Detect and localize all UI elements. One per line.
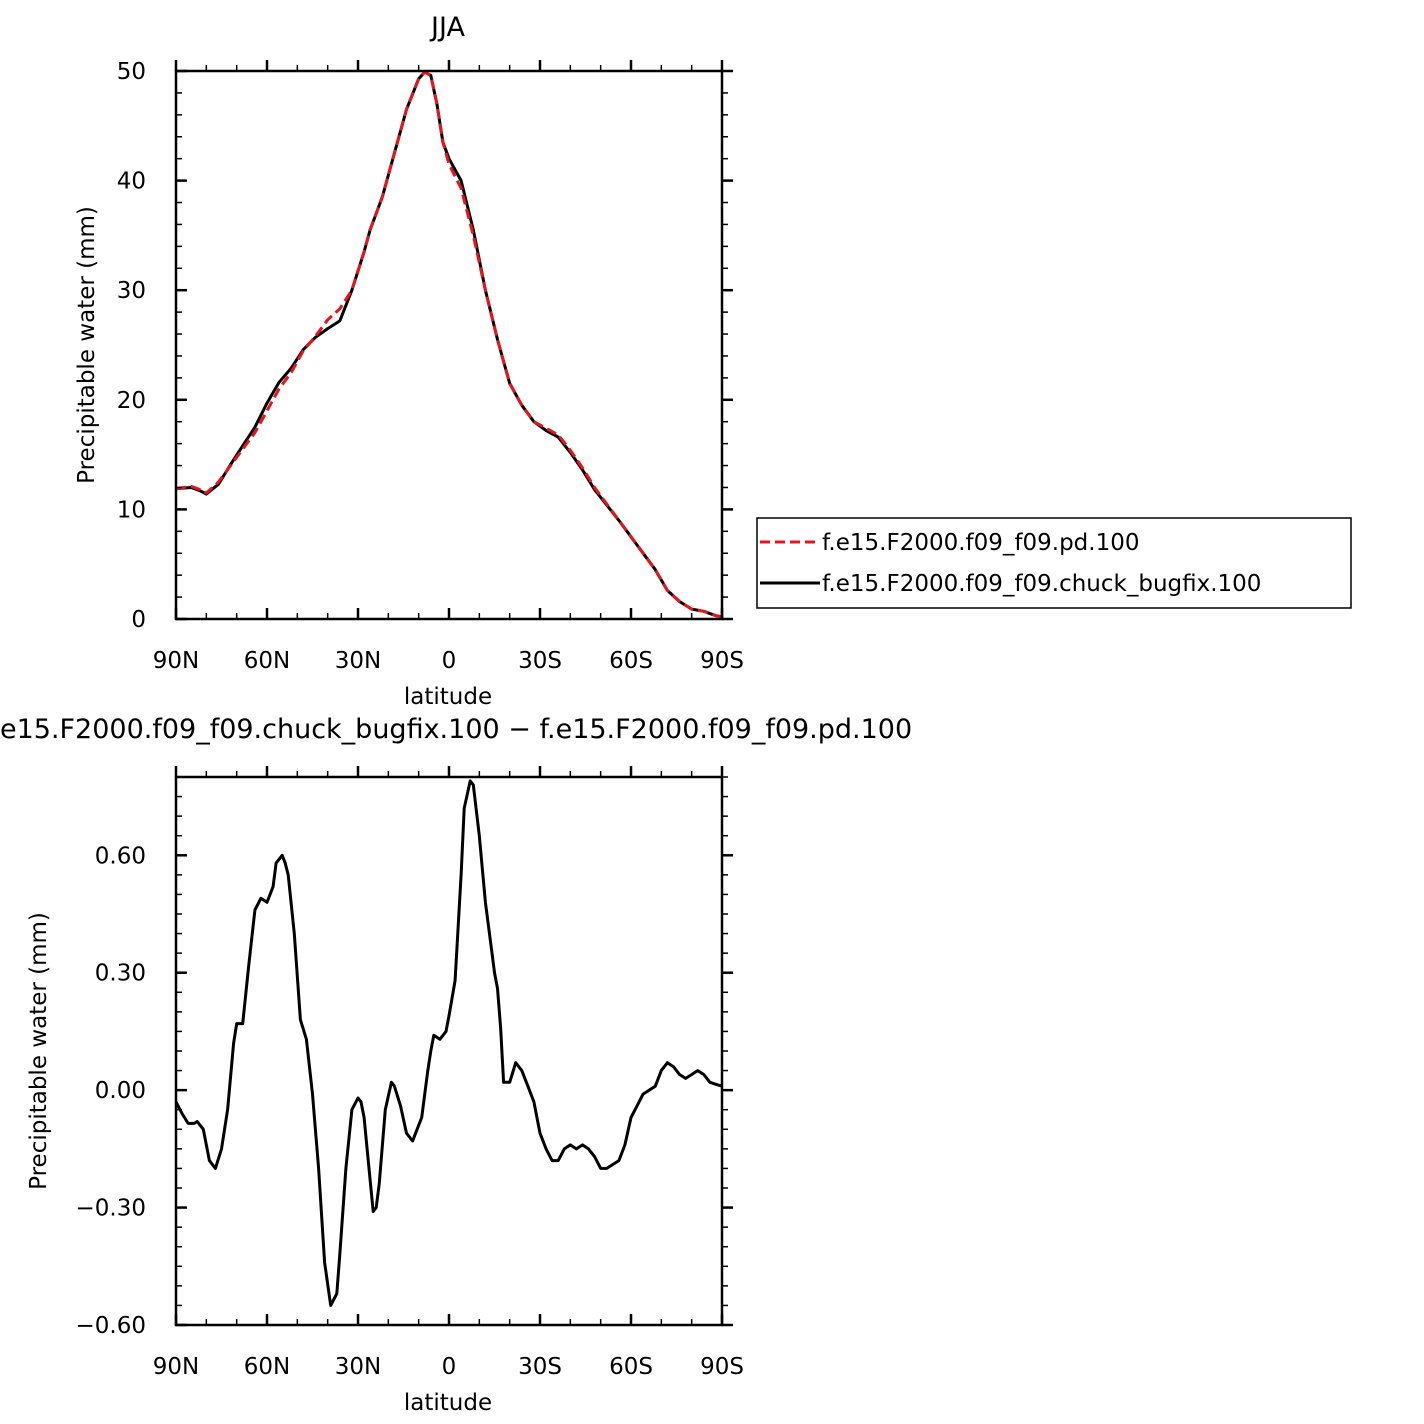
top-y-tick-label: 40 bbox=[117, 169, 146, 195]
bottom-x-tick-label: 90S bbox=[700, 1354, 744, 1380]
bottom-series-line-0 bbox=[174, 779, 723, 1307]
top-y-tick-label: 30 bbox=[117, 278, 146, 304]
legend-label-bugfix: f.e15.F2000.f09_f09.chuck_bugfix.100 bbox=[822, 571, 1261, 597]
top-series-line-0 bbox=[175, 70, 723, 619]
bottom-x-tick-label: 60S bbox=[609, 1354, 653, 1380]
bottom-plot-data bbox=[174, 779, 723, 1307]
top-x-axis-label: latitude bbox=[404, 684, 492, 710]
top-y-tick-label: 20 bbox=[117, 388, 146, 414]
bottom-x-tick-label: 30N bbox=[335, 1354, 381, 1380]
bottom-x-tick-label: 30S bbox=[518, 1354, 562, 1380]
bottom-x-tick-label: 60N bbox=[244, 1354, 290, 1380]
top-x-tick-label: 30N bbox=[335, 648, 381, 674]
top-y-tick-label: 0 bbox=[131, 607, 146, 633]
bottom-y-tick-label: −0.30 bbox=[76, 1196, 146, 1222]
bottom-x-tick-label: 0 bbox=[442, 1354, 457, 1380]
bottom-x-tick-label: 90N bbox=[153, 1354, 199, 1380]
legend-box bbox=[756, 517, 1352, 609]
top-y-tick-label: 10 bbox=[117, 497, 146, 523]
top-x-tick-label: 90S bbox=[700, 648, 744, 674]
top-x-tick-label: 30S bbox=[518, 648, 562, 674]
bottom-y-tick-label: 0.00 bbox=[95, 1078, 146, 1104]
top-axis-ticks: 90N 60N 30N 0 30S 60S 90S 0 10 20 30 40 50 bbox=[117, 59, 744, 674]
top-x-tick-label: 0 bbox=[442, 648, 457, 674]
bottom-axis-ticks: 90N 60N 30N 0 30S 60S 90S −0.60 −0.30 0.00 0.30 0.6… bbox=[76, 766, 744, 1380]
bottom-y-tick-label: 0.60 bbox=[95, 843, 146, 869]
top-x-tick-label: 60N bbox=[244, 648, 290, 674]
top-series-line-1 bbox=[175, 70, 723, 619]
top-y-tick-label: 50 bbox=[117, 59, 146, 85]
top-y-axis-label: Precipitable water (mm) bbox=[74, 206, 100, 484]
bottom-chart-title: f.e15.F2000.f09_f09.chuck_bugfix.100 − f… bbox=[0, 714, 912, 745]
top-plot-frame bbox=[174, 69, 724, 621]
bottom-panel: f.e15.F2000.f09_f09.chuck_bugfix.100 − f… bbox=[0, 714, 912, 1416]
bottom-x-axis-label: latitude bbox=[404, 1390, 492, 1416]
bottom-y-axis-label: Precipitable water (mm) bbox=[26, 912, 52, 1190]
bottom-y-tick-label: 0.30 bbox=[95, 961, 146, 987]
legend: f.e15.F2000.f09_f09.pd.100 f.e15.F2000.f… bbox=[756, 517, 1352, 609]
bottom-plot-frame bbox=[174, 775, 724, 1327]
top-x-tick-label: 90N bbox=[153, 648, 199, 674]
legend-label-pd: f.e15.F2000.f09_f09.pd.100 bbox=[822, 530, 1140, 556]
top-plot-data bbox=[175, 70, 723, 619]
bottom-y-tick-label: −0.60 bbox=[76, 1313, 146, 1339]
top-x-tick-label: 60S bbox=[609, 648, 653, 674]
top-panel: JJA 90N 60N 30N 0 30S 60S 90S 0 10 20 30 40 50 latit… bbox=[74, 12, 744, 710]
top-chart-title: JJA bbox=[429, 12, 465, 43]
